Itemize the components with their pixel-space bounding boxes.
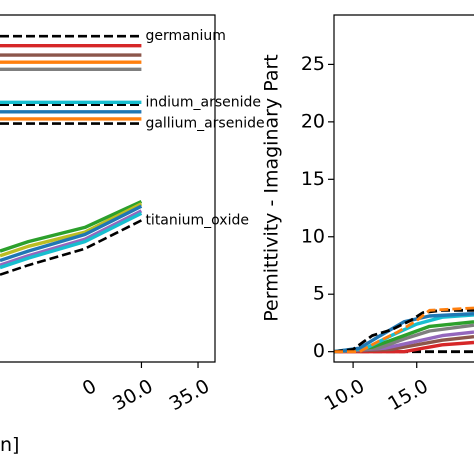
- right-ticks-group: 0 5 10 15 20 25 10.0 15.0: [301, 53, 432, 415]
- left-series-line-11: [0, 202, 143, 258]
- left-series-line-10: [0, 199, 143, 253]
- right-ytick-label: 10: [301, 225, 325, 247]
- left-annotation-germanium: germanium: [145, 28, 226, 44]
- left-axes-frame: [0, 14, 216, 363]
- left-series-line-14: [0, 211, 143, 270]
- left-xtick-label: 35.0: [166, 375, 214, 415]
- right-series-group: [333, 306, 474, 354]
- left-xtick-label: 30.0: [109, 375, 157, 415]
- right-ylabel: Permittivity - Imaginary Part: [261, 54, 283, 321]
- left-annotation-indium-arsenide: indium_arsenide: [145, 94, 261, 110]
- right-chart: 0 5 10 15 20 25 10.0 15.0 Permittivity - Imagin…: [261, 14, 474, 415]
- left-annotation-titanium-oxide: titanium_oxide: [145, 212, 249, 228]
- left-annotations-group: germanium indium_arsenide gallium_arsenide…: [145, 28, 264, 228]
- left-ticks-group: 30.0 35.0 0: [79, 362, 214, 415]
- right-series-line-1: [334, 340, 474, 354]
- right-ytick-label: 0: [313, 340, 325, 362]
- left-series-line-12: [0, 204, 143, 263]
- right-xtick-label: 10.0: [321, 375, 369, 415]
- right-ytick-label: 5: [313, 283, 325, 305]
- right-series-line-8: [333, 308, 474, 354]
- left-annotation-gallium-arsenide: gallium_arsenide: [145, 116, 264, 132]
- left-series-line-13: [0, 209, 143, 267]
- right-xtick-label: 15.0: [384, 375, 432, 415]
- left-xtick-label-partial: 0: [79, 375, 100, 400]
- left-xlabel-fragment: n]: [0, 434, 19, 456]
- right-axes-frame: [333, 14, 474, 363]
- right-series-line-9: [334, 306, 474, 354]
- right-ytick-label: 15: [301, 168, 325, 190]
- left-series-line-titanium-oxide: [0, 219, 142, 276]
- right-ytick-label: 25: [301, 53, 325, 75]
- right-ytick-label: 20: [301, 110, 325, 132]
- left-chart: 30.0 35.0 0 germanium indium_arsenidegalliu…: [0, 14, 265, 456]
- left-series-group: [0, 34, 143, 276]
